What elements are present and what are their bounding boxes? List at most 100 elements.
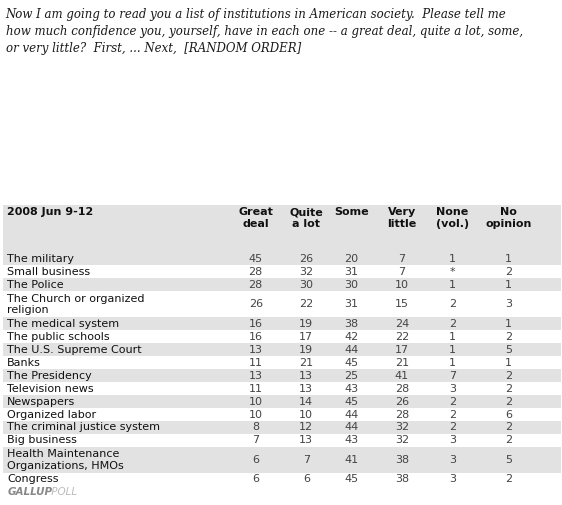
Text: 8: 8: [252, 423, 259, 432]
Bar: [3, 421, 561, 434]
Text: 17: 17: [299, 332, 314, 342]
Text: The medical system: The medical system: [7, 319, 120, 329]
Text: Health Maintenance
Organizations, HMOs: Health Maintenance Organizations, HMOs: [7, 449, 124, 471]
Text: 2: 2: [449, 299, 456, 310]
Text: 1: 1: [449, 254, 456, 264]
Text: 43: 43: [344, 384, 359, 393]
Text: 44: 44: [344, 410, 359, 420]
Text: The military: The military: [7, 254, 74, 264]
Text: 10: 10: [300, 410, 313, 420]
Text: 43: 43: [344, 435, 359, 445]
Text: 2: 2: [449, 319, 456, 329]
Text: Big business: Big business: [7, 435, 77, 445]
Text: 2: 2: [505, 396, 512, 407]
Text: 7: 7: [398, 267, 405, 277]
Text: 2: 2: [449, 410, 456, 420]
Text: 26: 26: [395, 396, 409, 407]
Text: Now I am going to read you a list of institutions in American society.  Please t: Now I am going to read you a list of ins…: [6, 8, 523, 55]
Text: 6: 6: [505, 410, 512, 420]
Bar: [3, 252, 561, 266]
Text: 2: 2: [505, 384, 512, 393]
Text: 32: 32: [395, 435, 409, 445]
Text: 30: 30: [300, 280, 313, 290]
Text: 3: 3: [449, 435, 456, 445]
Text: 1: 1: [449, 345, 456, 355]
Text: 10: 10: [249, 396, 262, 407]
Text: 45: 45: [344, 396, 359, 407]
Text: 41: 41: [395, 371, 409, 381]
Text: The public schools: The public schools: [7, 332, 110, 342]
Text: Banks: Banks: [7, 358, 41, 368]
Text: 38: 38: [395, 455, 409, 465]
Bar: [3, 369, 561, 382]
Text: 1: 1: [449, 332, 456, 342]
Text: 5: 5: [505, 455, 512, 465]
Bar: [3, 317, 561, 330]
Text: 13: 13: [300, 435, 313, 445]
Text: 38: 38: [344, 319, 359, 329]
Text: Congress: Congress: [7, 474, 59, 484]
Text: 2: 2: [505, 332, 512, 342]
Text: 2: 2: [449, 423, 456, 432]
Text: 10: 10: [249, 410, 262, 420]
Text: Some: Some: [334, 207, 369, 217]
Text: 12: 12: [299, 423, 314, 432]
Text: The U.S. Supreme Court: The U.S. Supreme Court: [7, 345, 142, 355]
Text: 2: 2: [449, 396, 456, 407]
Text: 16: 16: [249, 319, 262, 329]
Text: No
opinion: No opinion: [486, 207, 532, 229]
Text: 2: 2: [505, 474, 512, 484]
Text: 22: 22: [299, 299, 314, 310]
Text: 28: 28: [395, 410, 409, 420]
Text: 26: 26: [248, 299, 263, 310]
Text: Organized labor: Organized labor: [7, 410, 97, 420]
Text: 1: 1: [449, 280, 456, 290]
Bar: [3, 395, 561, 408]
Text: 44: 44: [344, 423, 359, 432]
Text: 1: 1: [449, 358, 456, 368]
Text: 6: 6: [303, 474, 310, 484]
Text: 2: 2: [505, 267, 512, 277]
Text: 20: 20: [344, 254, 359, 264]
Text: Small business: Small business: [7, 267, 90, 277]
Text: 2: 2: [505, 423, 512, 432]
Text: 7: 7: [252, 435, 259, 445]
Text: 45: 45: [344, 358, 359, 368]
Text: 1: 1: [505, 254, 512, 264]
Text: 17: 17: [395, 345, 409, 355]
Text: None
(vol.): None (vol.): [436, 207, 469, 229]
Text: 30: 30: [345, 280, 358, 290]
Bar: [3, 278, 561, 291]
Text: 7: 7: [449, 371, 456, 381]
Text: 13: 13: [300, 384, 313, 393]
Text: 10: 10: [395, 280, 409, 290]
Text: Television news: Television news: [7, 384, 94, 393]
Text: 11: 11: [249, 358, 262, 368]
Text: 32: 32: [395, 423, 409, 432]
Text: 6: 6: [252, 455, 259, 465]
Text: 2: 2: [505, 435, 512, 445]
Text: 16: 16: [249, 332, 262, 342]
Text: 13: 13: [249, 371, 262, 381]
Text: 11: 11: [249, 384, 262, 393]
Text: 31: 31: [345, 299, 358, 310]
Text: 14: 14: [299, 396, 314, 407]
Text: 7: 7: [398, 254, 405, 264]
Text: 41: 41: [344, 455, 359, 465]
Text: Newspapers: Newspapers: [7, 396, 75, 407]
Text: 28: 28: [248, 267, 263, 277]
Text: 3: 3: [449, 474, 456, 484]
Text: 3: 3: [449, 455, 456, 465]
Text: 42: 42: [344, 332, 359, 342]
Text: GALLUP: GALLUP: [7, 487, 52, 497]
Text: 38: 38: [395, 474, 409, 484]
Text: 15: 15: [395, 299, 409, 310]
Text: 32: 32: [299, 267, 314, 277]
Text: 28: 28: [248, 280, 263, 290]
Text: 19: 19: [299, 345, 314, 355]
Text: 26: 26: [299, 254, 314, 264]
Text: 7: 7: [303, 455, 310, 465]
Text: 31: 31: [345, 267, 358, 277]
Text: 2: 2: [505, 371, 512, 381]
Text: 3: 3: [505, 299, 512, 310]
